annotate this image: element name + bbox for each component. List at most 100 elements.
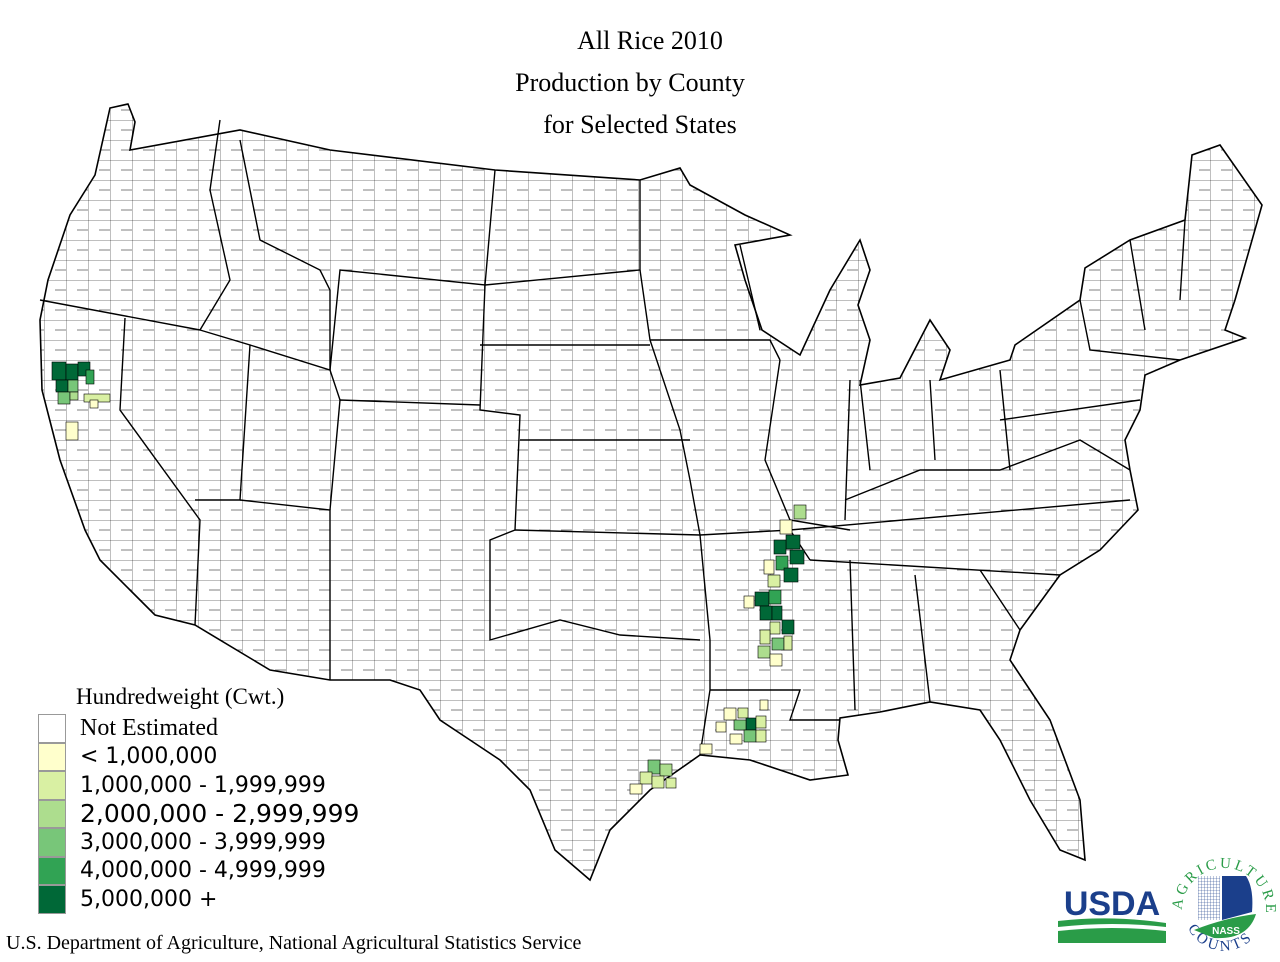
state-border [999, 399, 1141, 421]
state-border [710, 689, 840, 721]
rice-county [785, 534, 801, 550]
rice-county [69, 391, 79, 401]
legend-swatch [38, 771, 66, 800]
state-border [329, 369, 341, 401]
state-border [199, 119, 231, 331]
state-border [789, 499, 1131, 531]
rice-county [789, 549, 805, 565]
state-border [999, 369, 1011, 471]
legend-item: Not Estimated [38, 714, 359, 743]
rice-county [773, 539, 787, 555]
rice-county [755, 715, 767, 729]
state-border [1079, 299, 1181, 361]
legend-swatch [38, 714, 66, 743]
map-title-line1: All Rice 2010 [577, 26, 723, 55]
rice-county [715, 721, 727, 733]
legend-label: 1,000,000 - 1,999,999 [80, 772, 326, 798]
rice-county [743, 729, 757, 743]
legend-item: 4,000,000 - 4,999,999 [38, 856, 359, 885]
nass-agriculture-counts-logo: AGRICULTURE COUNTS NASS [1170, 856, 1275, 955]
state-border [764, 359, 851, 531]
rice-county [783, 567, 799, 583]
state-border [1179, 219, 1186, 301]
rice-county [65, 421, 79, 441]
rice-county [737, 707, 749, 719]
state-border [739, 244, 761, 331]
state-border [39, 299, 201, 331]
rice-county [771, 637, 785, 651]
rice-county [699, 743, 713, 755]
legend-label: 5,000,000 + [80, 886, 218, 912]
rice-county [665, 777, 677, 789]
legend-swatch [38, 856, 66, 885]
legend-label: 2,000,000 - 2,999,999 [80, 799, 360, 829]
state-border [849, 559, 856, 711]
state-border [859, 379, 871, 471]
state-border [914, 574, 931, 703]
legend-item: 2,000,000 - 2,999,999 [38, 799, 360, 829]
state-borders [39, 119, 1186, 756]
legend-title: Hundredweight (Cwt.) [76, 684, 285, 709]
rice-county [743, 595, 755, 609]
rice-county [793, 504, 807, 520]
legend-swatch [38, 885, 66, 914]
svg-text:USDA: USDA [1064, 885, 1160, 923]
rice-county [65, 363, 79, 381]
rice-counties [51, 361, 807, 795]
rice-county [759, 605, 773, 621]
rice-county [745, 717, 757, 731]
rice-county [781, 619, 795, 635]
rice-county [763, 559, 775, 575]
legend-label: Not Estimated [80, 714, 218, 741]
legend: Hundredweight (Cwt.) Not Estimated < 1,0… [38, 684, 359, 914]
legend-item: 5,000,000 + [38, 885, 359, 914]
rice-county [775, 555, 789, 571]
rice-county [55, 379, 69, 393]
state-border [650, 339, 781, 361]
rice-county [659, 763, 673, 777]
rice-county [67, 379, 79, 393]
state-border [514, 529, 701, 536]
rice-county [779, 519, 793, 535]
legend-item: 3,000,000 - 3,999,999 [38, 828, 359, 857]
rice-county [651, 775, 665, 789]
legend-label: 3,000,000 - 3,999,999 [80, 829, 326, 855]
legend-label: < 1,000,000 [80, 744, 218, 770]
state-border [239, 139, 331, 371]
rice-county [729, 733, 743, 745]
rice-county [769, 653, 783, 667]
rice-county [723, 707, 737, 721]
svg-text:NASS: NASS [1212, 926, 1240, 937]
map-title-line3: for Selected States [543, 110, 737, 139]
legend-swatch [38, 799, 66, 828]
rice-county [771, 605, 783, 621]
rice-county [89, 399, 99, 409]
rice-county [754, 591, 770, 607]
rice-county [767, 574, 781, 588]
state-border [119, 317, 201, 626]
usda-logo: USDA [1058, 885, 1166, 943]
rice-county [759, 629, 771, 645]
rice-county [57, 391, 71, 405]
legend-item: < 1,000,000 [38, 742, 359, 771]
rice-county [733, 719, 747, 731]
state-border [929, 379, 936, 461]
rice-county [783, 635, 793, 651]
rice-county [757, 645, 771, 659]
rice-county [629, 783, 643, 795]
legend-swatch [38, 742, 66, 771]
state-border [1129, 239, 1146, 331]
rice-county [768, 589, 782, 605]
state-border [844, 379, 851, 521]
rice-county [759, 699, 769, 711]
state-border [979, 569, 1021, 631]
rice-county [51, 361, 67, 381]
state-border [479, 284, 701, 641]
legend-item: 1,000,000 - 1,999,999 [38, 771, 359, 800]
legend-swatch [38, 828, 66, 857]
rice-county [769, 621, 781, 635]
map-title-line2: Production by County [515, 68, 745, 97]
rice-county [755, 729, 767, 743]
rice-county [85, 369, 95, 385]
